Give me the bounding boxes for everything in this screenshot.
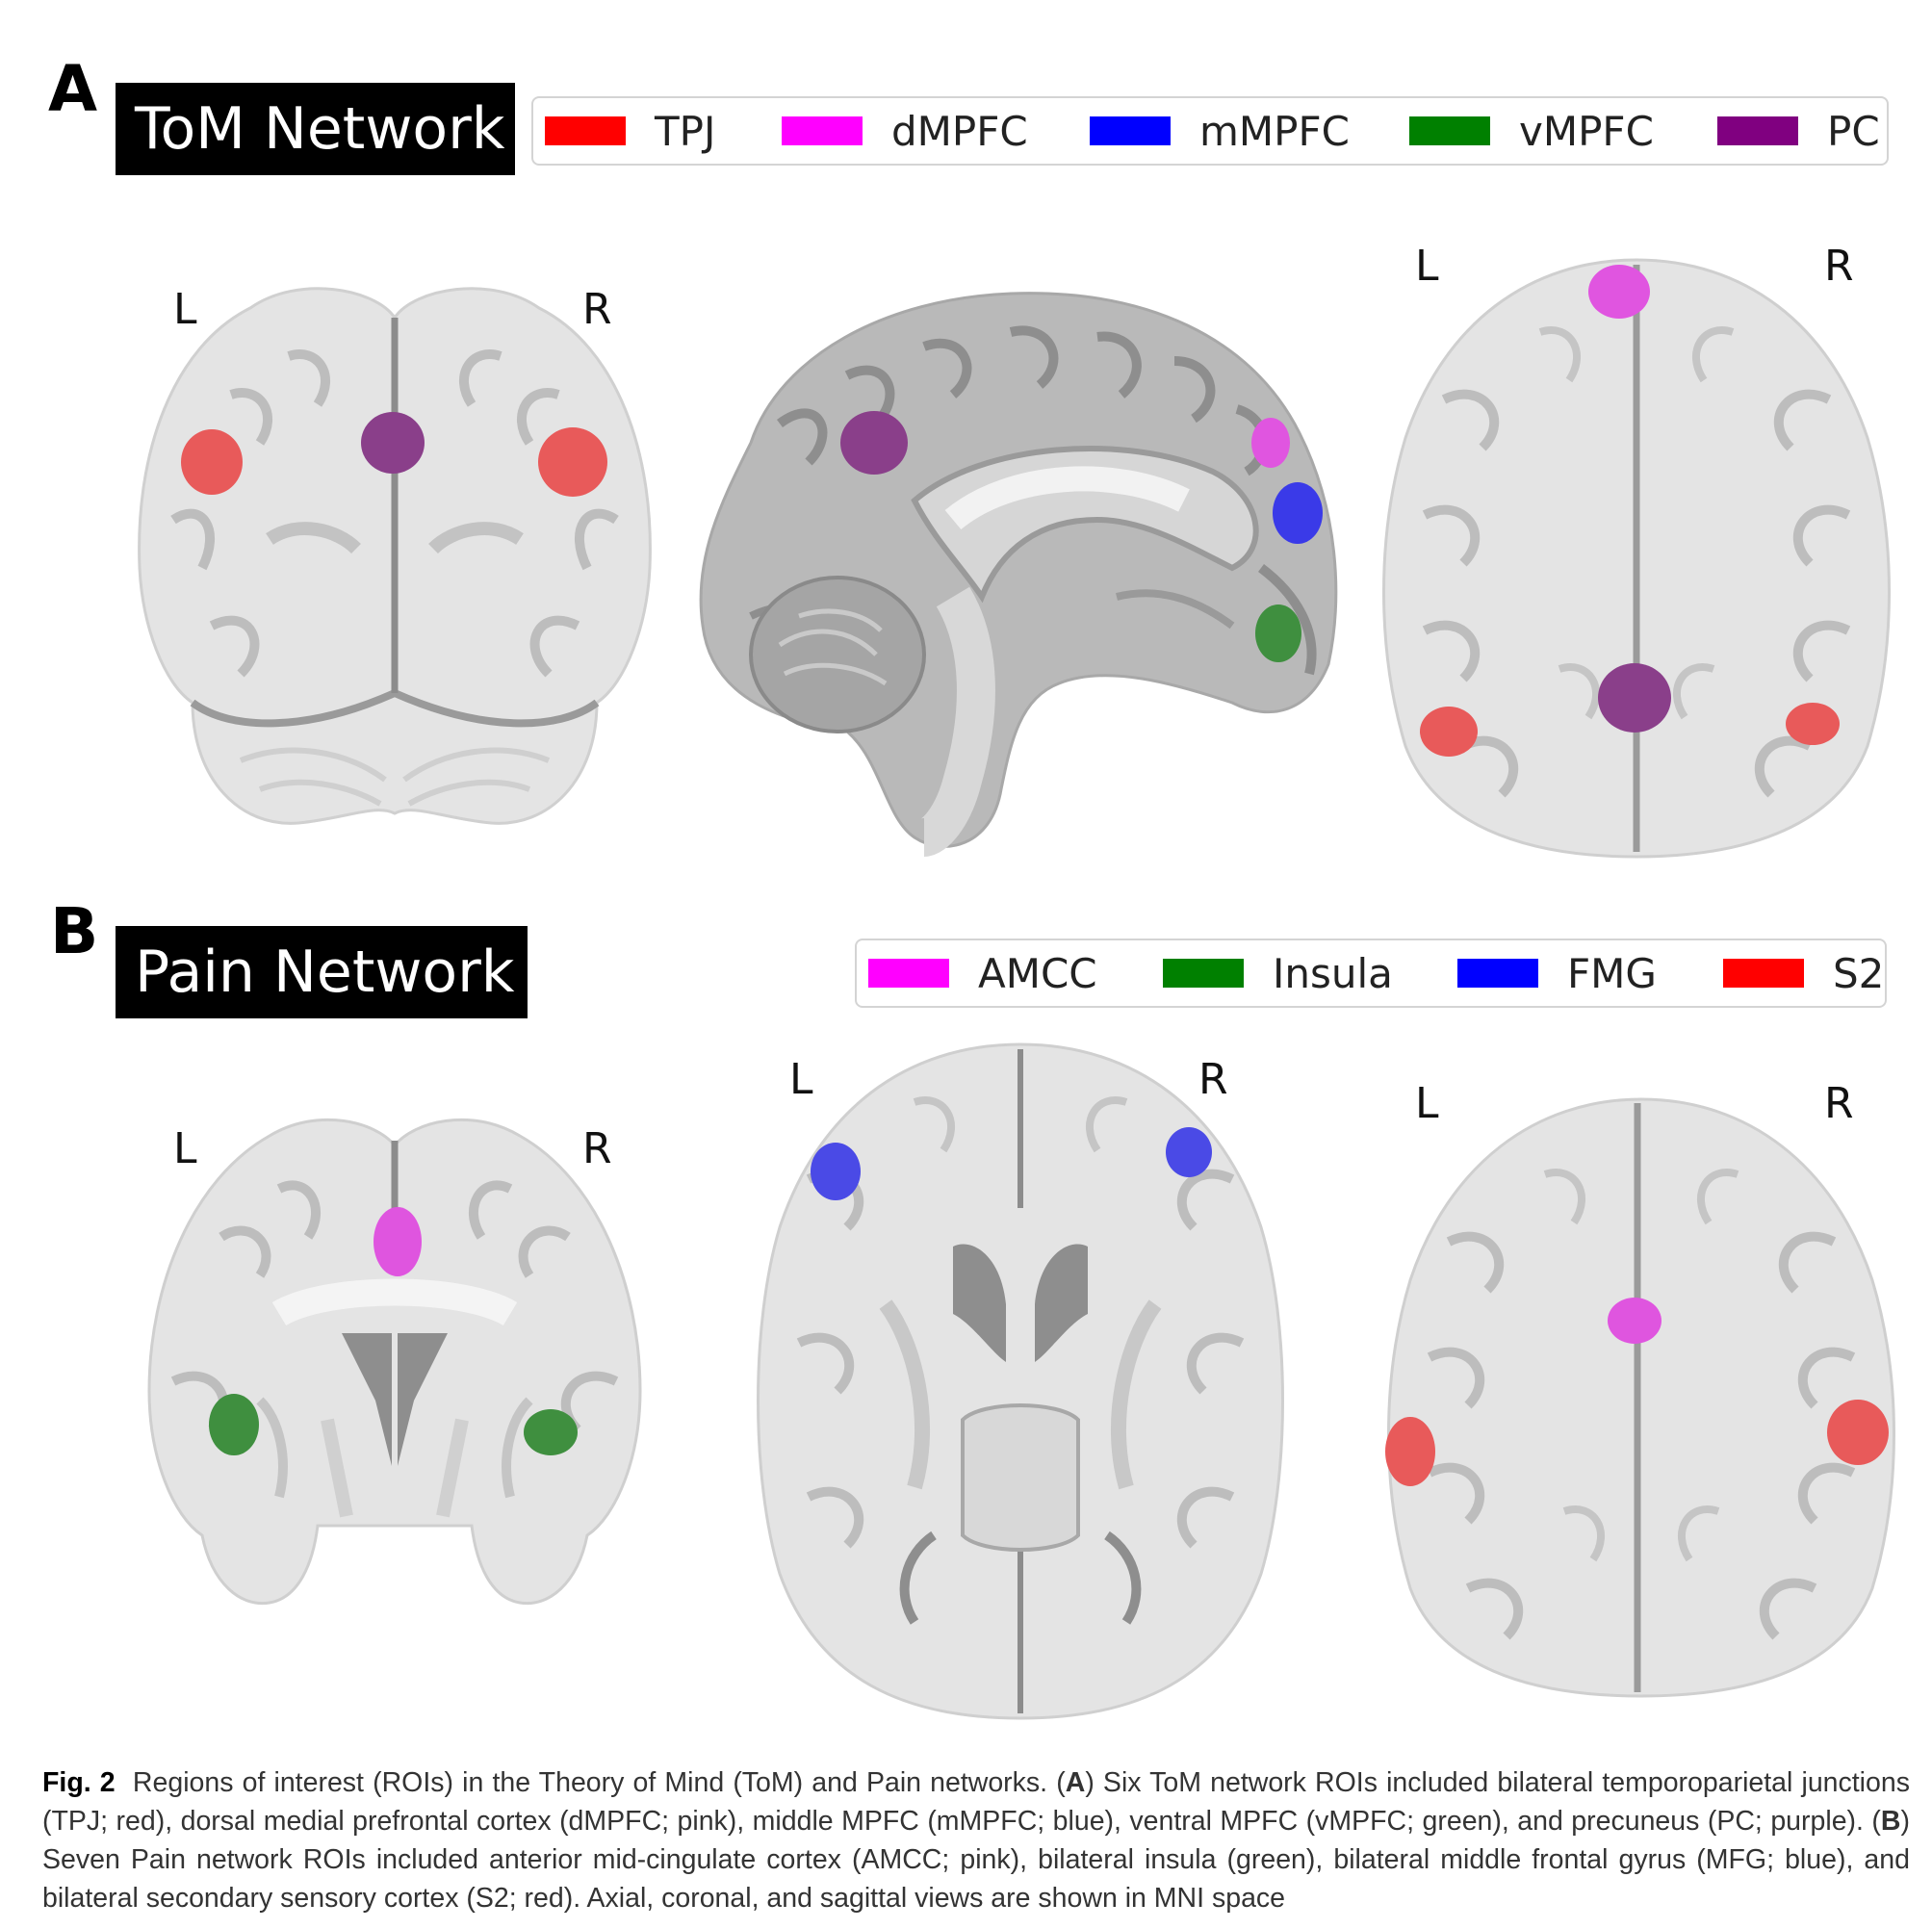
panel-b-coronal-left-label: L	[173, 1124, 197, 1173]
caption-text-2: ) Six ToM network ROIs included bilatera…	[42, 1767, 1910, 1837]
panel-b-axial-mid-left-label: L	[789, 1055, 813, 1104]
panel-b-letter: B	[50, 894, 99, 968]
legend-label: dMPFC	[891, 107, 1028, 155]
panel-a-coronal-brain	[138, 287, 652, 825]
panel-b-coronal-right-label: R	[582, 1124, 612, 1173]
legend-label: mMPFC	[1199, 107, 1350, 155]
legend-label: AMCC	[978, 949, 1097, 997]
panel-b-axial-mid-right-label: R	[1198, 1055, 1228, 1104]
roi-pc	[361, 412, 425, 474]
panel-a-sagittal-brain	[699, 292, 1338, 857]
legend-swatch-dmpfc	[782, 116, 863, 145]
roi-insula-right	[524, 1409, 578, 1455]
roi-fmg-left	[811, 1143, 861, 1200]
roi-pc-sagittal	[840, 411, 908, 475]
panel-b-axial-brain	[1385, 1097, 1895, 1698]
panel-a-axial-right-label: R	[1824, 242, 1854, 291]
legend-item-dmpfc: dMPFC	[782, 98, 1028, 164]
caption-b: B	[1880, 1806, 1901, 1837]
panel-a-legend: TPJ dMPFC mMPFC vMPFC PC	[531, 96, 1889, 166]
caption-text-1: Regions of interest (ROIs) in the Theory…	[132, 1767, 1066, 1798]
figure-caption: Fig. 2 Regions of interest (ROIs) in the…	[42, 1763, 1910, 1917]
roi-dmpfc-axial	[1588, 265, 1650, 319]
panel-a-axial-brain	[1382, 258, 1891, 859]
legend-label: PC	[1827, 107, 1880, 155]
legend-swatch-tpj	[545, 116, 626, 145]
roi-fmg-right	[1166, 1127, 1212, 1177]
panel-b-legend: AMCC Insula FMG S2	[855, 939, 1887, 1008]
legend-item-fmg: FMG	[1457, 940, 1657, 1006]
legend-swatch-s2	[1723, 959, 1804, 988]
panel-b-coronal-brain	[147, 1118, 642, 1606]
legend-label: TPJ	[655, 107, 716, 155]
legend-item-vmpfc: vMPFC	[1409, 98, 1654, 164]
roi-s2-left	[1385, 1417, 1435, 1486]
roi-tpj-left-axial	[1420, 707, 1478, 757]
roi-s2-right	[1827, 1400, 1889, 1465]
legend-label: S2	[1833, 949, 1885, 997]
roi-tpj-right	[538, 427, 607, 497]
legend-item-pc: PC	[1717, 98, 1880, 164]
legend-swatch-mmpfc	[1090, 116, 1171, 145]
caption-text-3: ) Seven Pain network ROIs included anter…	[42, 1806, 1910, 1914]
roi-vmpfc	[1255, 604, 1301, 662]
legend-swatch-insula	[1163, 959, 1244, 988]
panel-b-axial-right-label: R	[1824, 1079, 1854, 1128]
roi-tpj-right-axial	[1786, 703, 1840, 745]
roi-insula-left	[209, 1394, 259, 1455]
legend-label: Insula	[1273, 949, 1393, 997]
legend-label: FMG	[1567, 949, 1657, 997]
panel-a-axial-left-label: L	[1415, 242, 1439, 291]
roi-mmpfc	[1273, 482, 1323, 544]
legend-swatch-fmg	[1457, 959, 1538, 988]
roi-dmpfc	[1251, 418, 1290, 468]
legend-swatch-vmpfc	[1409, 116, 1490, 145]
panel-a-coronal-right-label: R	[582, 285, 612, 334]
legend-item-insula: Insula	[1163, 940, 1393, 1006]
legend-label: vMPFC	[1519, 107, 1654, 155]
caption-fig-label: Fig. 2	[42, 1767, 116, 1798]
panel-b-axial-left-label: L	[1415, 1079, 1439, 1128]
legend-swatch-pc	[1717, 116, 1798, 145]
panel-a-title: ToM Network	[116, 83, 515, 175]
caption-a: A	[1065, 1767, 1086, 1798]
roi-tpj-left	[181, 429, 243, 495]
panel-b-axial-mid-brain	[757, 1042, 1284, 1720]
roi-amcc	[374, 1207, 422, 1276]
legend-item-s2: S2	[1723, 940, 1884, 1006]
panel-a-coronal-left-label: L	[173, 285, 197, 334]
legend-item-tpj: TPJ	[545, 98, 715, 164]
panel-b-title: Pain Network	[116, 926, 528, 1018]
panel-a-letter: A	[48, 52, 98, 126]
roi-pc-axial	[1598, 663, 1671, 733]
roi-amcc-axial	[1608, 1298, 1662, 1344]
legend-item-mmpfc: mMPFC	[1090, 98, 1350, 164]
legend-item-amcc: AMCC	[868, 940, 1097, 1006]
legend-swatch-amcc	[868, 959, 949, 988]
